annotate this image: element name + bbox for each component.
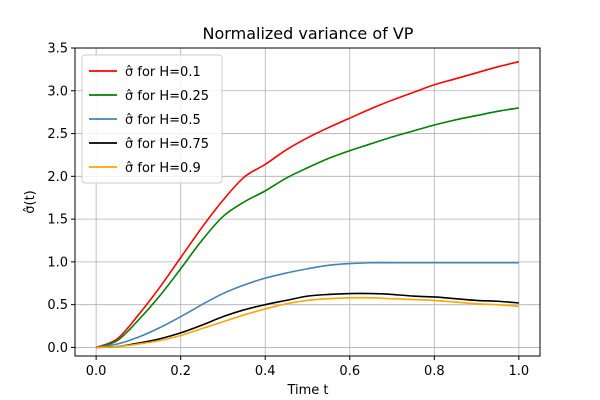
y-tick-label: 1.0 — [47, 255, 68, 270]
legend-box — [81, 54, 223, 184]
y-axis-ticks: 0.0 0.5 1.0 1.5 2.0 2.5 3.0 3.5 — [47, 42, 75, 356]
y-tick-label: 0.5 — [47, 298, 68, 313]
y-axis-label: σ̂(t) — [23, 190, 38, 213]
y-tick-label: 0.0 — [47, 341, 68, 356]
legend-entry-label: σ̂ for H=0.75 — [125, 137, 209, 152]
legend-entry-label: σ̂ for H=0.25 — [125, 89, 209, 104]
legend-entry-label: σ̂ for H=0.9 — [125, 161, 201, 176]
x-tick-label: 0.4 — [255, 364, 276, 379]
series-line — [95, 107, 519, 349]
chart-title: Normalized variance of VP — [203, 24, 414, 43]
legend: σ̂ for H=0.1 σ̂ for H=0.25 σ̂ for H=0.5 σ̂ … — [81, 54, 223, 184]
x-tick-label: 0.0 — [86, 364, 107, 379]
x-tick-label: 1.0 — [509, 364, 530, 379]
series-line — [96, 292, 519, 349]
x-axis-ticks: 0.0 0.2 0.4 0.6 0.8 1.0 — [86, 356, 529, 379]
y-tick-label: 1.5 — [47, 213, 68, 228]
legend-entry-label: σ̂ for H=0.5 — [125, 113, 201, 128]
series-line — [96, 261, 519, 349]
y-tick-label: 3.5 — [47, 42, 68, 57]
x-tick-label: 0.8 — [424, 364, 445, 379]
plot-area-frame — [74, 47, 541, 357]
series-line — [95, 60, 520, 349]
series-lines — [95, 60, 520, 349]
legend-entry-label: σ̂ for H=0.1 — [125, 65, 201, 80]
x-tick-label: 0.2 — [170, 364, 191, 379]
x-axis-label: Time t — [286, 383, 328, 398]
series-line — [96, 296, 519, 349]
x-tick-label: 0.6 — [339, 364, 360, 379]
y-tick-label: 3.0 — [47, 84, 68, 99]
y-tick-label: 2.0 — [47, 170, 68, 185]
y-tick-label: 2.5 — [47, 127, 68, 142]
